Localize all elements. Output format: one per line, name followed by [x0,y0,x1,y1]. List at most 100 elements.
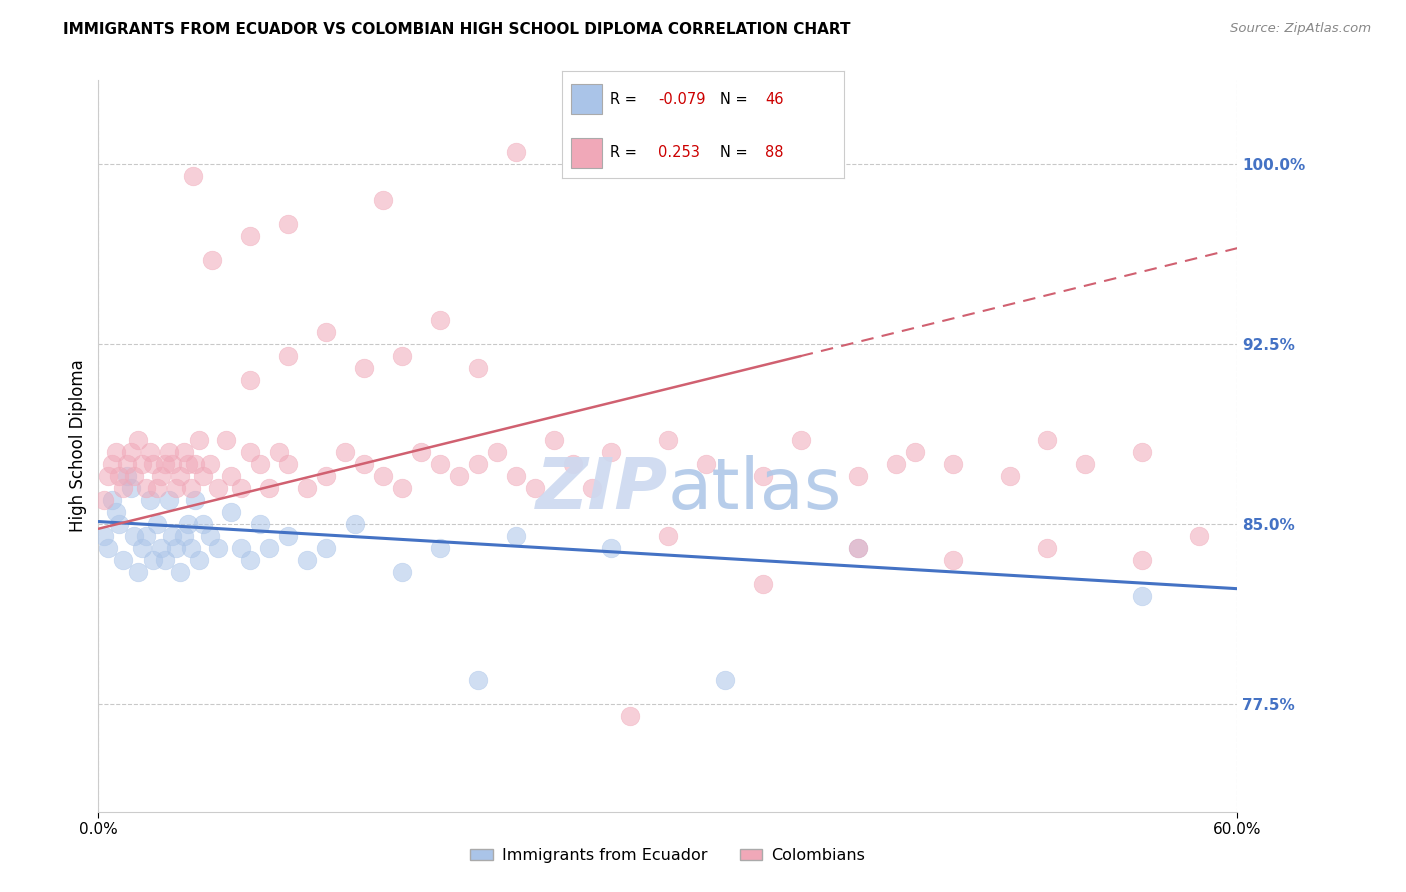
Point [229,481,252,495]
Point [467,673,489,687]
Point [297,481,319,495]
Point [207,541,229,555]
Point [297,553,319,567]
Point [127,565,149,579]
Point [112,481,135,495]
Y-axis label: High School Diploma: High School Diploma [69,359,87,533]
Point [120,481,142,495]
Point [1132,445,1154,459]
Point [115,457,138,471]
Point [138,445,160,459]
Point [1132,553,1154,567]
Point [184,457,207,471]
Point [486,445,509,459]
Point [131,541,153,555]
Text: 0.253: 0.253 [658,145,700,161]
Point [165,481,187,495]
Point [180,481,202,495]
Point [239,229,262,244]
Point [142,553,165,567]
Point [100,457,122,471]
Point [135,529,157,543]
Point [191,516,214,531]
Point [315,325,337,339]
Point [150,469,173,483]
Point [169,565,191,579]
Point [343,516,366,531]
Point [277,349,299,363]
Point [239,373,262,387]
Text: R =: R = [610,145,647,161]
Text: 46: 46 [765,92,783,107]
Text: -0.079: -0.079 [658,92,706,107]
Point [411,445,433,459]
Text: ZIP: ZIP [536,456,668,524]
Point [176,516,198,531]
Point [207,481,229,495]
Point [184,492,207,507]
Point [249,516,271,531]
Point [657,529,679,543]
Point [135,481,157,495]
Point [93,492,115,507]
Text: 88: 88 [765,145,783,161]
Point [429,541,451,555]
Point [562,157,585,171]
Point [942,457,965,471]
Point [188,433,211,447]
Point [153,553,176,567]
Point [214,433,236,447]
Point [1188,529,1211,543]
Point [543,433,565,447]
Point [153,457,176,471]
Point [752,577,775,591]
Point [180,541,202,555]
Point [124,529,146,543]
Point [249,457,271,471]
Point [127,433,149,447]
Point [120,445,142,459]
Point [162,529,184,543]
Point [846,541,869,555]
Point [942,553,965,567]
Point [790,433,813,447]
Point [201,253,224,268]
Point [904,445,927,459]
Text: Source: ZipAtlas.com: Source: ZipAtlas.com [1230,22,1371,36]
Point [447,469,470,483]
FancyBboxPatch shape [571,84,602,114]
Point [229,541,252,555]
Point [239,445,262,459]
Point [998,469,1021,483]
Point [353,457,375,471]
Point [371,469,394,483]
Text: N =: N = [720,145,752,161]
Point [846,469,869,483]
Point [505,469,527,483]
Point [108,469,131,483]
Point [467,457,489,471]
Point [1074,457,1097,471]
Point [115,469,138,483]
Point [884,457,907,471]
Point [157,445,180,459]
Point [391,565,413,579]
Point [200,529,222,543]
Point [695,457,717,471]
Point [188,553,211,567]
Point [259,541,281,555]
Point [619,708,641,723]
Point [371,193,394,207]
Point [142,457,165,471]
Text: atlas: atlas [668,456,842,524]
Point [93,529,115,543]
Point [104,505,127,519]
Point [221,469,243,483]
Point [104,445,127,459]
Point [429,313,451,327]
Point [157,492,180,507]
Point [752,469,775,483]
Point [846,541,869,555]
Point [600,541,623,555]
Point [146,481,169,495]
